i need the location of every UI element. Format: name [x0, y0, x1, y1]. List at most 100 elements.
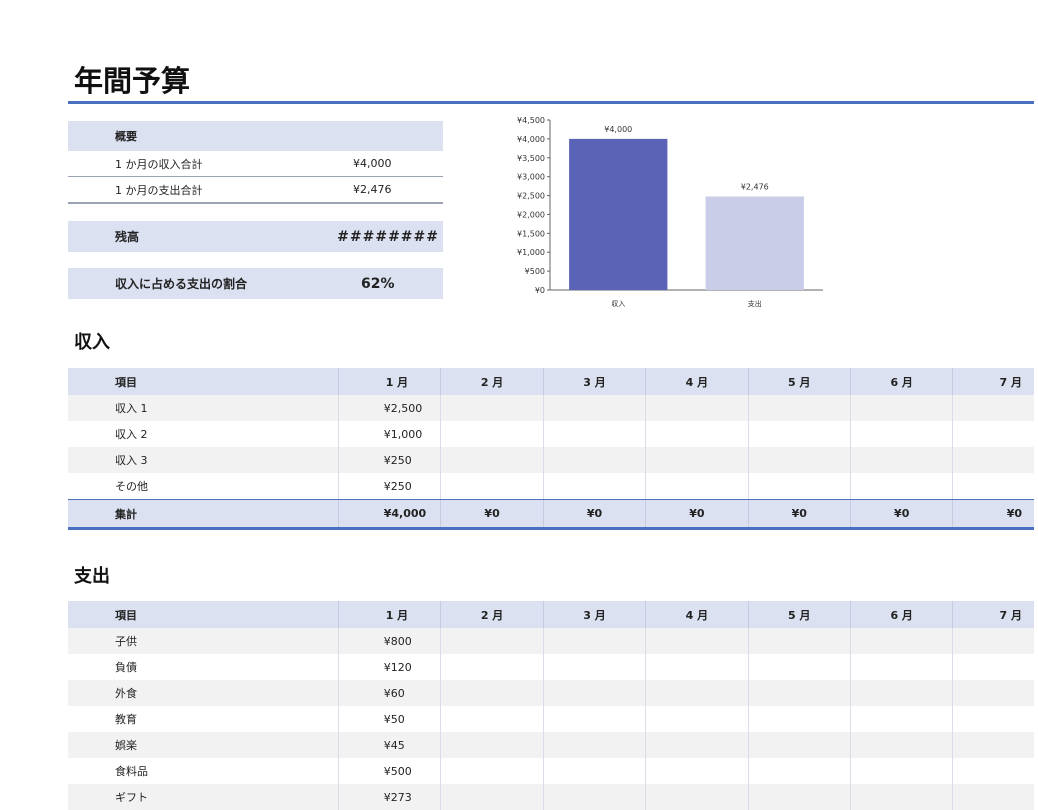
- month-cell[interactable]: [851, 680, 954, 706]
- month-cell[interactable]: [851, 732, 954, 758]
- month-cell[interactable]: [441, 447, 544, 473]
- month-cell[interactable]: [749, 706, 851, 732]
- month-cell[interactable]: [646, 784, 749, 810]
- month-cell[interactable]: [851, 473, 954, 499]
- month-cell[interactable]: [646, 654, 749, 680]
- balance-row[interactable]: 残高 ########: [68, 221, 443, 252]
- month-cell[interactable]: [646, 395, 749, 421]
- month-cell[interactable]: [953, 680, 1034, 706]
- month-cell[interactable]: [851, 758, 954, 784]
- bar[interactable]: [569, 138, 668, 290]
- col-header-month[interactable]: 7 月: [999, 375, 1022, 389]
- item-cell[interactable]: 収入 1: [68, 395, 339, 421]
- col-header-month[interactable]: 5 月: [749, 601, 851, 628]
- month-cell[interactable]: [646, 732, 749, 758]
- month-cell[interactable]: ¥500: [339, 758, 442, 784]
- month-cell[interactable]: [441, 784, 544, 810]
- month-cell[interactable]: [851, 654, 954, 680]
- month-cell[interactable]: ¥45: [339, 732, 442, 758]
- item-cell[interactable]: 娯楽: [68, 732, 339, 758]
- month-cell[interactable]: [851, 784, 954, 810]
- month-cell[interactable]: [441, 628, 544, 654]
- month-cell[interactable]: ¥1,000: [339, 421, 442, 447]
- col-header-month[interactable]: 1 月: [339, 601, 442, 628]
- summary-row-expense[interactable]: 1 か月の支出合計 ¥2,476: [68, 177, 443, 204]
- month-cell[interactable]: [544, 654, 647, 680]
- total-cell[interactable]: ¥0: [441, 500, 544, 527]
- item-cell[interactable]: 教育: [68, 706, 339, 732]
- col-header-month[interactable]: 2 月: [441, 368, 544, 395]
- month-cell[interactable]: [441, 654, 544, 680]
- month-cell[interactable]: [544, 628, 647, 654]
- month-cell[interactable]: [953, 395, 1034, 421]
- month-cell[interactable]: ¥273: [339, 784, 442, 810]
- month-cell[interactable]: [441, 421, 544, 447]
- month-cell[interactable]: [749, 680, 851, 706]
- bar[interactable]: [705, 196, 804, 290]
- month-cell[interactable]: [544, 395, 647, 421]
- month-cell[interactable]: [953, 421, 1034, 447]
- month-cell[interactable]: ¥120: [339, 654, 442, 680]
- summary-row-income[interactable]: 1 か月の収入合計 ¥4,000: [68, 151, 443, 177]
- month-cell[interactable]: [953, 447, 1034, 473]
- month-cell[interactable]: [851, 628, 954, 654]
- col-header-month[interactable]: 6 月: [851, 368, 954, 395]
- total-cell[interactable]: ¥0: [544, 500, 647, 527]
- month-cell[interactable]: [544, 784, 647, 810]
- month-cell[interactable]: ¥50: [339, 706, 442, 732]
- month-cell[interactable]: ¥60: [339, 680, 442, 706]
- month-cell[interactable]: [851, 447, 954, 473]
- month-cell[interactable]: ¥250: [339, 447, 442, 473]
- month-cell[interactable]: [646, 628, 749, 654]
- month-cell[interactable]: [749, 395, 851, 421]
- month-cell[interactable]: [953, 784, 1034, 810]
- total-cell[interactable]: ¥0: [646, 500, 749, 527]
- month-cell[interactable]: [749, 758, 851, 784]
- month-cell[interactable]: [953, 654, 1034, 680]
- month-cell[interactable]: [749, 421, 851, 447]
- month-cell[interactable]: [851, 421, 954, 447]
- month-cell[interactable]: [544, 680, 647, 706]
- month-cell[interactable]: ¥800: [339, 628, 442, 654]
- total-cell[interactable]: ¥0: [851, 500, 954, 527]
- month-cell[interactable]: [646, 473, 749, 499]
- month-cell[interactable]: [646, 447, 749, 473]
- ratio-row[interactable]: 収入に占める支出の割合 62%: [68, 268, 443, 299]
- item-cell[interactable]: その他: [68, 473, 339, 499]
- month-cell[interactable]: [646, 421, 749, 447]
- month-cell[interactable]: [749, 784, 851, 810]
- month-cell[interactable]: [544, 421, 647, 447]
- item-cell[interactable]: 子供: [68, 628, 339, 654]
- month-cell[interactable]: [441, 706, 544, 732]
- month-cell[interactable]: [851, 395, 954, 421]
- col-header-month[interactable]: 3 月: [544, 368, 647, 395]
- col-header-item[interactable]: 項目: [68, 368, 339, 395]
- month-cell[interactable]: ¥250: [339, 473, 442, 499]
- month-cell[interactable]: [749, 654, 851, 680]
- col-header-month[interactable]: 1 月: [339, 368, 442, 395]
- item-cell[interactable]: 食料品: [68, 758, 339, 784]
- item-cell[interactable]: 外食: [68, 680, 339, 706]
- total-cell[interactable]: ¥0: [1006, 507, 1022, 520]
- month-cell[interactable]: [441, 473, 544, 499]
- item-cell[interactable]: 収入 3: [68, 447, 339, 473]
- month-cell[interactable]: [646, 680, 749, 706]
- col-header-month[interactable]: 6 月: [851, 601, 954, 628]
- month-cell[interactable]: [953, 732, 1034, 758]
- col-header-month[interactable]: 3 月: [544, 601, 647, 628]
- month-cell[interactable]: [953, 706, 1034, 732]
- income-expense-chart[interactable]: ¥0 ¥500 ¥1,000 ¥1,500 ¥2,000 ¥2,500 ¥3,000 ¥3,5…: [500, 112, 840, 317]
- col-header-month[interactable]: 5 月: [749, 368, 851, 395]
- month-cell[interactable]: [544, 473, 647, 499]
- item-cell[interactable]: ギフト: [68, 784, 339, 810]
- month-cell[interactable]: [544, 758, 647, 784]
- month-cell[interactable]: [646, 758, 749, 784]
- month-cell[interactable]: [953, 758, 1034, 784]
- total-cell[interactable]: ¥0: [749, 500, 851, 527]
- col-header-month[interactable]: 7 月: [999, 608, 1022, 622]
- total-label[interactable]: 集計: [68, 500, 339, 527]
- month-cell[interactable]: [544, 447, 647, 473]
- item-cell[interactable]: 負債: [68, 654, 339, 680]
- col-header-item[interactable]: 項目: [68, 601, 339, 628]
- month-cell[interactable]: [953, 473, 1034, 499]
